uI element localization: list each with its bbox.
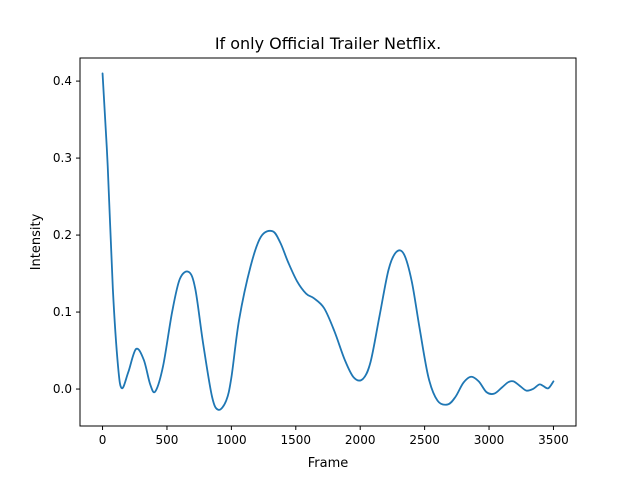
x-tick-label: 2000 [345,433,376,447]
y-axis-label: Intensity [29,213,44,270]
series-line [101,72,555,411]
x-tick-label: 1500 [281,433,312,447]
x-tick-label: 2500 [409,433,440,447]
y-tick-label: 0.4 [53,74,72,88]
y-tick-label: 0.1 [53,305,72,319]
x-tick-label: 500 [156,433,179,447]
x-tick-label: 3000 [474,433,505,447]
x-tick-label: 1000 [216,433,247,447]
y-axis-ticks: 0.0 0.1 0.2 0.3 0.4 [53,74,80,396]
x-axis-ticks: 0 500 1000 1500 2000 2500 3000 3500 [99,426,569,447]
y-tick-label: 0.2 [53,228,72,242]
y-tick-label: 0.0 [53,382,72,396]
x-axis-label: Frame [308,456,349,471]
x-tick-label: 0 [99,433,107,447]
plot-frame [79,57,577,427]
y-tick-label: 0.3 [53,151,72,165]
x-tick-label: 3500 [538,433,569,447]
chart-title: If only Official Trailer Netflix. [215,34,441,53]
